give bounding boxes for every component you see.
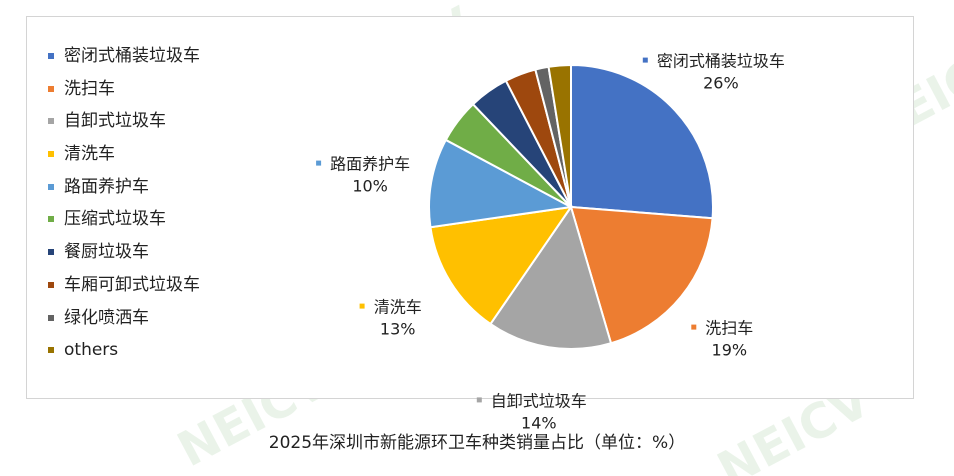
pie-slice: [547, 63, 572, 208]
slice-label-value: 19%: [712, 341, 748, 360]
slice-label-name: 自卸式垃圾车: [491, 391, 587, 410]
legend-swatch: [48, 53, 54, 59]
slice-label-name: 路面养护车: [330, 155, 410, 174]
legend-label: 路面养护车: [64, 176, 149, 197]
slice-label-value: 26%: [703, 74, 739, 93]
legend-label: 压缩式垃圾车: [64, 209, 166, 230]
slice-label-value: 10%: [352, 177, 388, 196]
legend-label: 车厢可卸式垃圾车: [64, 274, 200, 295]
slice-label-marker: [476, 397, 482, 403]
legend-swatch: [48, 216, 54, 223]
slice-label-marker: [359, 303, 365, 309]
pie-slice: [429, 205, 574, 326]
legend-swatch: [48, 281, 54, 288]
slice-label-name: 洗扫车: [705, 319, 753, 338]
legend-swatch: [48, 151, 54, 158]
slice-label-value: 14%: [521, 413, 557, 432]
legend-label: 自卸式垃圾车: [64, 111, 166, 132]
slice-label-marker: [316, 160, 322, 166]
pie-slice: [570, 63, 714, 220]
slice-label-name: 清洗车: [374, 298, 422, 317]
legend-swatch: [48, 249, 54, 256]
legend-label: 洗扫车: [64, 78, 115, 99]
slice-label-name: 密闭式桶装垃圾车: [657, 52, 785, 71]
legend-swatch: [48, 118, 54, 125]
legend-swatch: [48, 314, 54, 321]
legend-label: others: [64, 340, 119, 361]
slice-data-label: 自卸式垃圾车 14%: [476, 391, 587, 432]
pie-slice: [428, 138, 575, 229]
pie-slice: [569, 205, 714, 345]
slice-data-label: 洗扫车 19%: [691, 319, 753, 360]
legend-label: 绿化喷洒车: [64, 307, 149, 328]
legend-swatch: [48, 85, 54, 92]
slice-label-marker: [642, 57, 648, 63]
legend-swatch: [48, 183, 54, 190]
legend-swatch: [48, 347, 54, 354]
slice-data-label: 密闭式桶装垃圾车 26%: [642, 52, 785, 93]
chart-caption: 2025年深圳市新能源环卫车种类销量占比（单位：%）: [268, 433, 686, 453]
legend-label: 清洗车: [64, 144, 115, 165]
slice-data-label: 清洗车 13%: [359, 298, 422, 339]
legend-label: 密闭式桶装垃圾车: [64, 46, 200, 66]
slice-data-label: 路面养护车 10%: [316, 155, 410, 196]
pie-slice: [489, 204, 613, 350]
legend-label: 餐厨垃圾车: [64, 242, 149, 263]
slice-label-marker: [691, 324, 697, 330]
slice-label-value: 13%: [380, 320, 416, 339]
